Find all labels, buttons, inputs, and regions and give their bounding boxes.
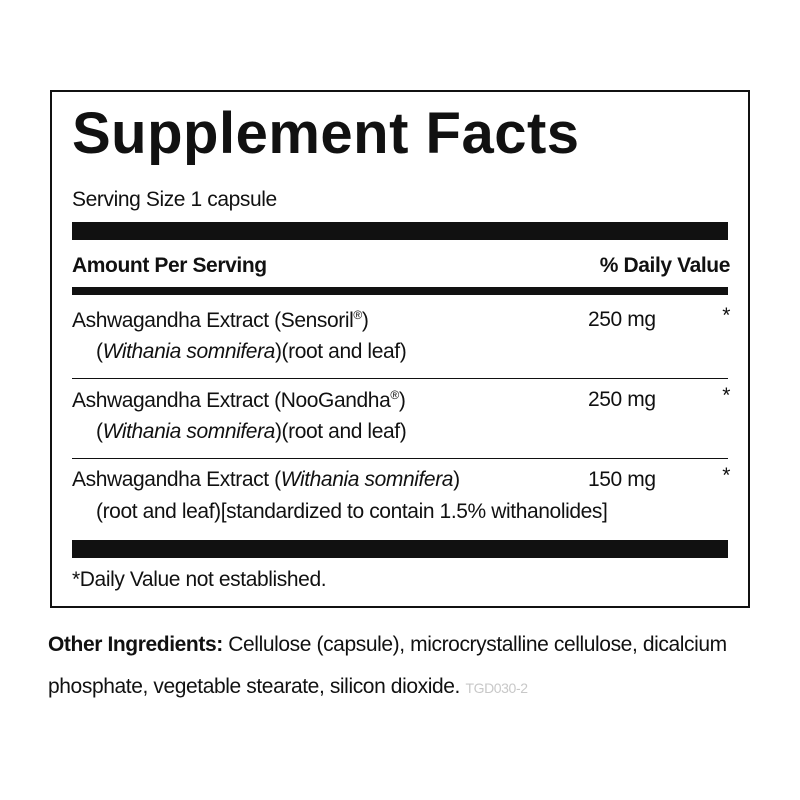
- text: Withania somnifera: [102, 340, 276, 363]
- text: Ashwagandha Extract (NooGandha: [72, 389, 391, 412]
- row-daily-value: *: [722, 464, 730, 487]
- text: Cellulose (capsule), microcrystalline ce…: [48, 633, 727, 698]
- text: )(root and leaf): [274, 420, 407, 443]
- row-name: Ashwagandha Extract (Withania somnifera): [72, 468, 460, 492]
- text: Ashwagandha Extract (: [72, 468, 281, 491]
- header-amount: Amount Per Serving: [72, 254, 267, 277]
- row-source: (Withania somnifera)(root and leaf): [96, 340, 407, 364]
- footnote: *Daily Value not established.: [72, 568, 327, 591]
- text: Withania somnifera: [280, 468, 454, 491]
- title: Supplement Facts: [72, 101, 580, 166]
- label: Other Ingredients:: [48, 633, 223, 656]
- row-name: Ashwagandha Extract (NooGandha®): [72, 388, 406, 413]
- text: Ashwagandha Extract (Sensoril: [72, 309, 354, 332]
- text: ): [361, 309, 369, 332]
- text: Withania somnifera: [102, 420, 276, 443]
- row-daily-value: *: [722, 304, 730, 327]
- row-source: (Withania somnifera)(root and leaf): [96, 420, 407, 444]
- row-amount: 150 mg: [588, 468, 656, 491]
- serving-size: Serving Size 1 capsule: [72, 188, 277, 211]
- header-daily-value: % Daily Value: [599, 254, 731, 277]
- facts-panel: Supplement Facts Serving Size 1 capsule …: [50, 90, 750, 608]
- row-amount: 250 mg: [588, 388, 656, 411]
- text: ®: [390, 388, 399, 402]
- row-daily-value: *: [722, 384, 730, 407]
- text: ®: [353, 308, 362, 322]
- text: ): [398, 389, 406, 412]
- thick-rule: [72, 222, 728, 240]
- row-source: (root and leaf)[standardized to contain …: [96, 500, 608, 524]
- row-rule: [72, 378, 728, 379]
- text: ): [453, 468, 460, 491]
- code: TGD030-2: [465, 680, 528, 696]
- row-rule: [72, 458, 728, 459]
- other-ingredients: Other Ingredients: Cellulose (capsule), …: [48, 624, 760, 709]
- medium-rule: [72, 287, 728, 295]
- row-name: Ashwagandha Extract (Sensoril®): [72, 308, 369, 333]
- thick-rule: [72, 540, 728, 558]
- text: (: [96, 340, 103, 363]
- text: (: [96, 420, 103, 443]
- text: )(root and leaf): [274, 340, 407, 363]
- row-amount: 250 mg: [588, 308, 656, 331]
- text: (root and leaf)[standardized to contain …: [96, 500, 608, 523]
